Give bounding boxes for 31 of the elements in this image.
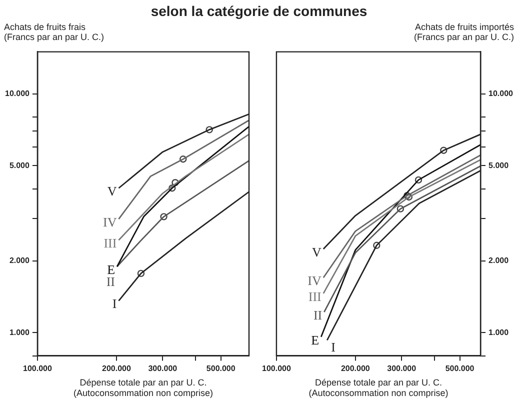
- x-tick-label: 100.000: [262, 364, 292, 373]
- series-label: III: [104, 236, 117, 251]
- x-tick-label: 500.000: [206, 364, 236, 373]
- x-tick-label: 300.000: [148, 364, 178, 373]
- series-label: I: [112, 296, 117, 312]
- x-axis-title: Dépense totale par an par U. C. (Autoconsommation non comprise): [73, 377, 214, 398]
- series-label: I: [331, 340, 336, 355]
- series-label: E: [311, 332, 320, 348]
- series-label: V: [312, 244, 322, 260]
- y-axis-title: Achats de fruits importés (Francs par an par U. C.): [412, 22, 515, 44]
- x-axis-title: Dépense totale par an par U. C. (Autoconsommation non comprise): [308, 377, 448, 398]
- y-tick-label: 1.000: [488, 328, 510, 337]
- chart-title: selon la catégorie de communes: [150, 2, 368, 21]
- x-tick-label: 100.000: [23, 364, 52, 373]
- x-tick-label: 200.000: [340, 364, 370, 373]
- series-label: III: [308, 288, 322, 304]
- y-tick-label: 2.000: [9, 256, 30, 265]
- y-tick-label: 10.000: [5, 89, 30, 98]
- x-tick-label: 500.000: [445, 364, 475, 373]
- y-tick-label: 1.000: [9, 328, 30, 337]
- y-tick-label: 5.000: [9, 160, 30, 170]
- series-label: IV: [308, 273, 322, 288]
- series-label: IV: [102, 214, 118, 230]
- x-tick-label: 200.000: [102, 364, 132, 373]
- y-axis-title: Achats de fruits frais (Francs par an par U. C.): [3, 22, 106, 44]
- series-label: V: [107, 184, 118, 199]
- y-tick-label: 2.000: [488, 256, 510, 265]
- x-tick-label: 300.000: [387, 364, 417, 373]
- series-label: II: [313, 307, 322, 322]
- y-tick-label: 10.000: [488, 89, 514, 98]
- y-tick-label: 5.000: [488, 160, 510, 170]
